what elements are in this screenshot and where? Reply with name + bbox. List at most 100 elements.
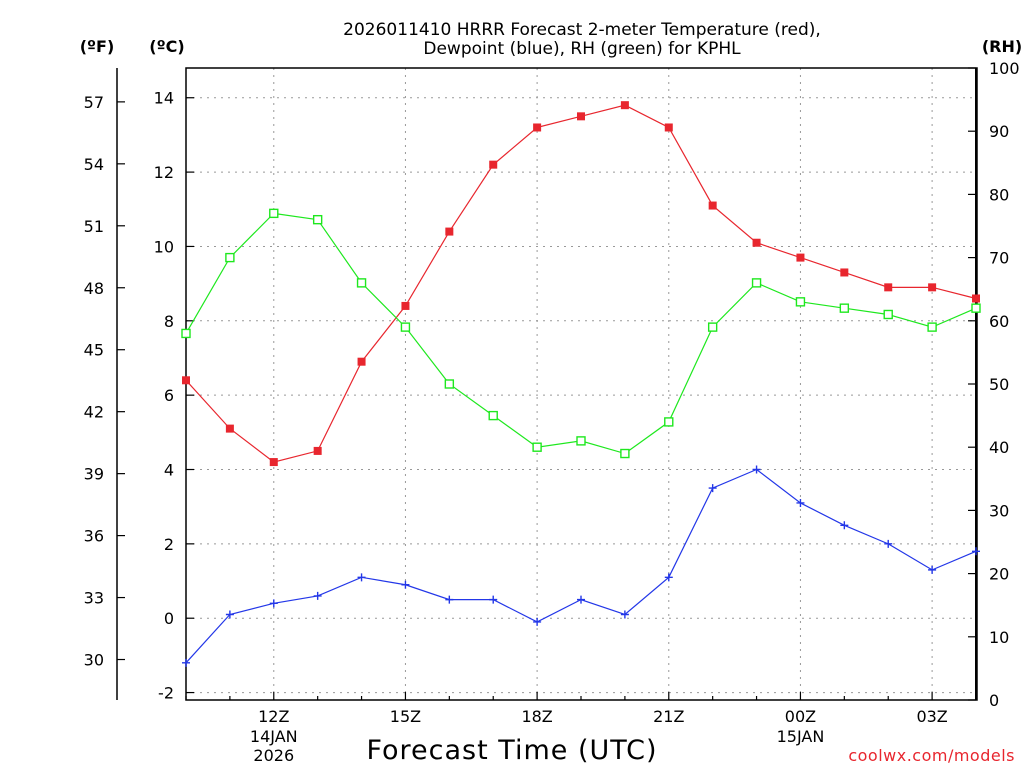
temperature-point — [884, 283, 893, 292]
dewpoint-point — [489, 595, 498, 604]
celsius-tick-label: 14 — [154, 89, 174, 108]
dewpoint-point — [752, 465, 761, 474]
celsius-tick-label: 4 — [164, 461, 174, 480]
series-layer — [181, 101, 981, 667]
rh-tick-label: 40 — [989, 438, 1009, 457]
fahrenheit-tick-label: 54 — [84, 155, 104, 174]
rh-point — [620, 448, 630, 459]
series-line — [185, 212, 977, 455]
fahrenheit-tick-label: 42 — [84, 403, 104, 422]
rh-point — [532, 442, 542, 452]
temperature-point — [182, 376, 190, 385]
dewpoint-point — [313, 591, 322, 600]
x-tick-label: 15Z — [390, 707, 421, 726]
rh-tick-label: 20 — [989, 565, 1009, 584]
celsius-tick-label: 2 — [164, 535, 174, 554]
rh-tick-label: 70 — [989, 249, 1009, 268]
dewpoint-point — [269, 599, 278, 608]
temperature-point — [357, 357, 366, 366]
rh-point — [488, 410, 498, 421]
celsius-tick-label: 8 — [164, 312, 174, 331]
dewpoint-point — [225, 610, 234, 619]
dewpoint-point — [620, 610, 629, 619]
fahrenheit-tick-label: 45 — [84, 341, 104, 360]
rh-point — [269, 208, 279, 219]
temperature-point — [269, 458, 278, 467]
fahrenheit-tick-label: 51 — [84, 217, 104, 236]
rh-point — [664, 417, 674, 427]
dewpoint-point — [577, 595, 585, 604]
celsius-tick-label: 12 — [154, 163, 174, 182]
rh-point — [971, 303, 981, 313]
credit-label: coolwx.com/models — [848, 746, 1015, 765]
temperature-point — [577, 112, 585, 121]
dewpoint-point — [972, 547, 980, 556]
temperature-point — [225, 424, 234, 433]
rh-point — [312, 214, 323, 225]
rh-tick-label: 60 — [989, 312, 1009, 331]
temperature-point — [401, 301, 410, 310]
temperature-point — [620, 101, 629, 110]
series-line — [185, 104, 977, 463]
rh-point — [751, 278, 762, 288]
x-tick-date: 15JAN — [777, 727, 825, 746]
rh-point — [444, 379, 455, 389]
x-tick-label: 00Z — [785, 707, 816, 726]
temperature-point — [972, 294, 980, 303]
temperature-point — [928, 283, 937, 292]
dewpoint-point — [884, 539, 893, 548]
chart-title-line2: Dewpoint (blue), RH (green) for KPHL — [423, 39, 741, 59]
dewpoint-point — [796, 498, 805, 507]
temperature-point — [840, 268, 849, 277]
rh-point — [795, 297, 806, 307]
plot-frame — [185, 67, 978, 701]
fahrenheit-tick-label: 39 — [84, 465, 104, 484]
temperature-point — [489, 160, 498, 169]
rh-point — [576, 436, 586, 446]
rh-point — [883, 309, 893, 320]
dewpoint-point — [357, 573, 366, 582]
celsius-tick-label: 6 — [164, 386, 174, 405]
temperature-point — [664, 123, 673, 132]
temperature-point — [533, 123, 542, 132]
dewpoint-point — [928, 565, 937, 574]
x-axis-title: Forecast Time (UTC) — [366, 735, 657, 766]
rh-tick-label: 10 — [989, 628, 1009, 647]
fahrenheit-unit-label: (ºF) — [80, 37, 115, 56]
rh-tick-label: 50 — [989, 375, 1009, 394]
rh-point — [927, 322, 937, 332]
fahrenheit-tick-label: 36 — [84, 527, 104, 546]
celsius-unit-label: (ºC) — [149, 37, 184, 56]
rh-point — [400, 322, 411, 332]
dewpoint-point — [533, 617, 542, 626]
celsius-tick-label: -2 — [158, 684, 174, 703]
x-tick-year: 2026 — [253, 746, 294, 765]
rh-point — [839, 303, 850, 313]
x-tick-label: 18Z — [521, 707, 552, 726]
rh-unit-label: (RH) — [982, 37, 1022, 56]
dewpoint-point — [182, 658, 190, 667]
temperature-point — [445, 227, 454, 236]
dewpoint-point — [401, 580, 410, 589]
fahrenheit-tick-label: 48 — [84, 279, 104, 298]
x-tick-label: 12Z — [258, 707, 289, 726]
fahrenheit-tick-label: 57 — [84, 93, 104, 112]
rh-point — [356, 278, 367, 288]
fahrenheit-tick-label: 30 — [84, 651, 104, 670]
gridlines — [186, 68, 976, 700]
rh-point — [707, 322, 718, 332]
rh-point — [181, 328, 191, 339]
dewpoint-point — [840, 521, 849, 530]
celsius-tick-label: 0 — [164, 609, 174, 628]
temperature-point — [708, 201, 717, 210]
x-tick-label: 21Z — [653, 707, 684, 726]
rh-tick-label: 80 — [989, 185, 1009, 204]
x-tick-date: 14JAN — [250, 727, 298, 746]
x-tick-label: 03Z — [916, 707, 947, 726]
axes-ticks: -2 0 2 4 6 8 10 12 14 30 33 36 39 42 45 48 51 54 57 0 10 20 30… — [84, 59, 1020, 765]
dewpoint-point — [445, 595, 454, 604]
temperature-point — [752, 238, 761, 247]
rh-tick-label: 90 — [989, 122, 1009, 141]
chart-title-line1: 2026011410 HRRR Forecast 2-meter Tempera… — [343, 20, 821, 40]
